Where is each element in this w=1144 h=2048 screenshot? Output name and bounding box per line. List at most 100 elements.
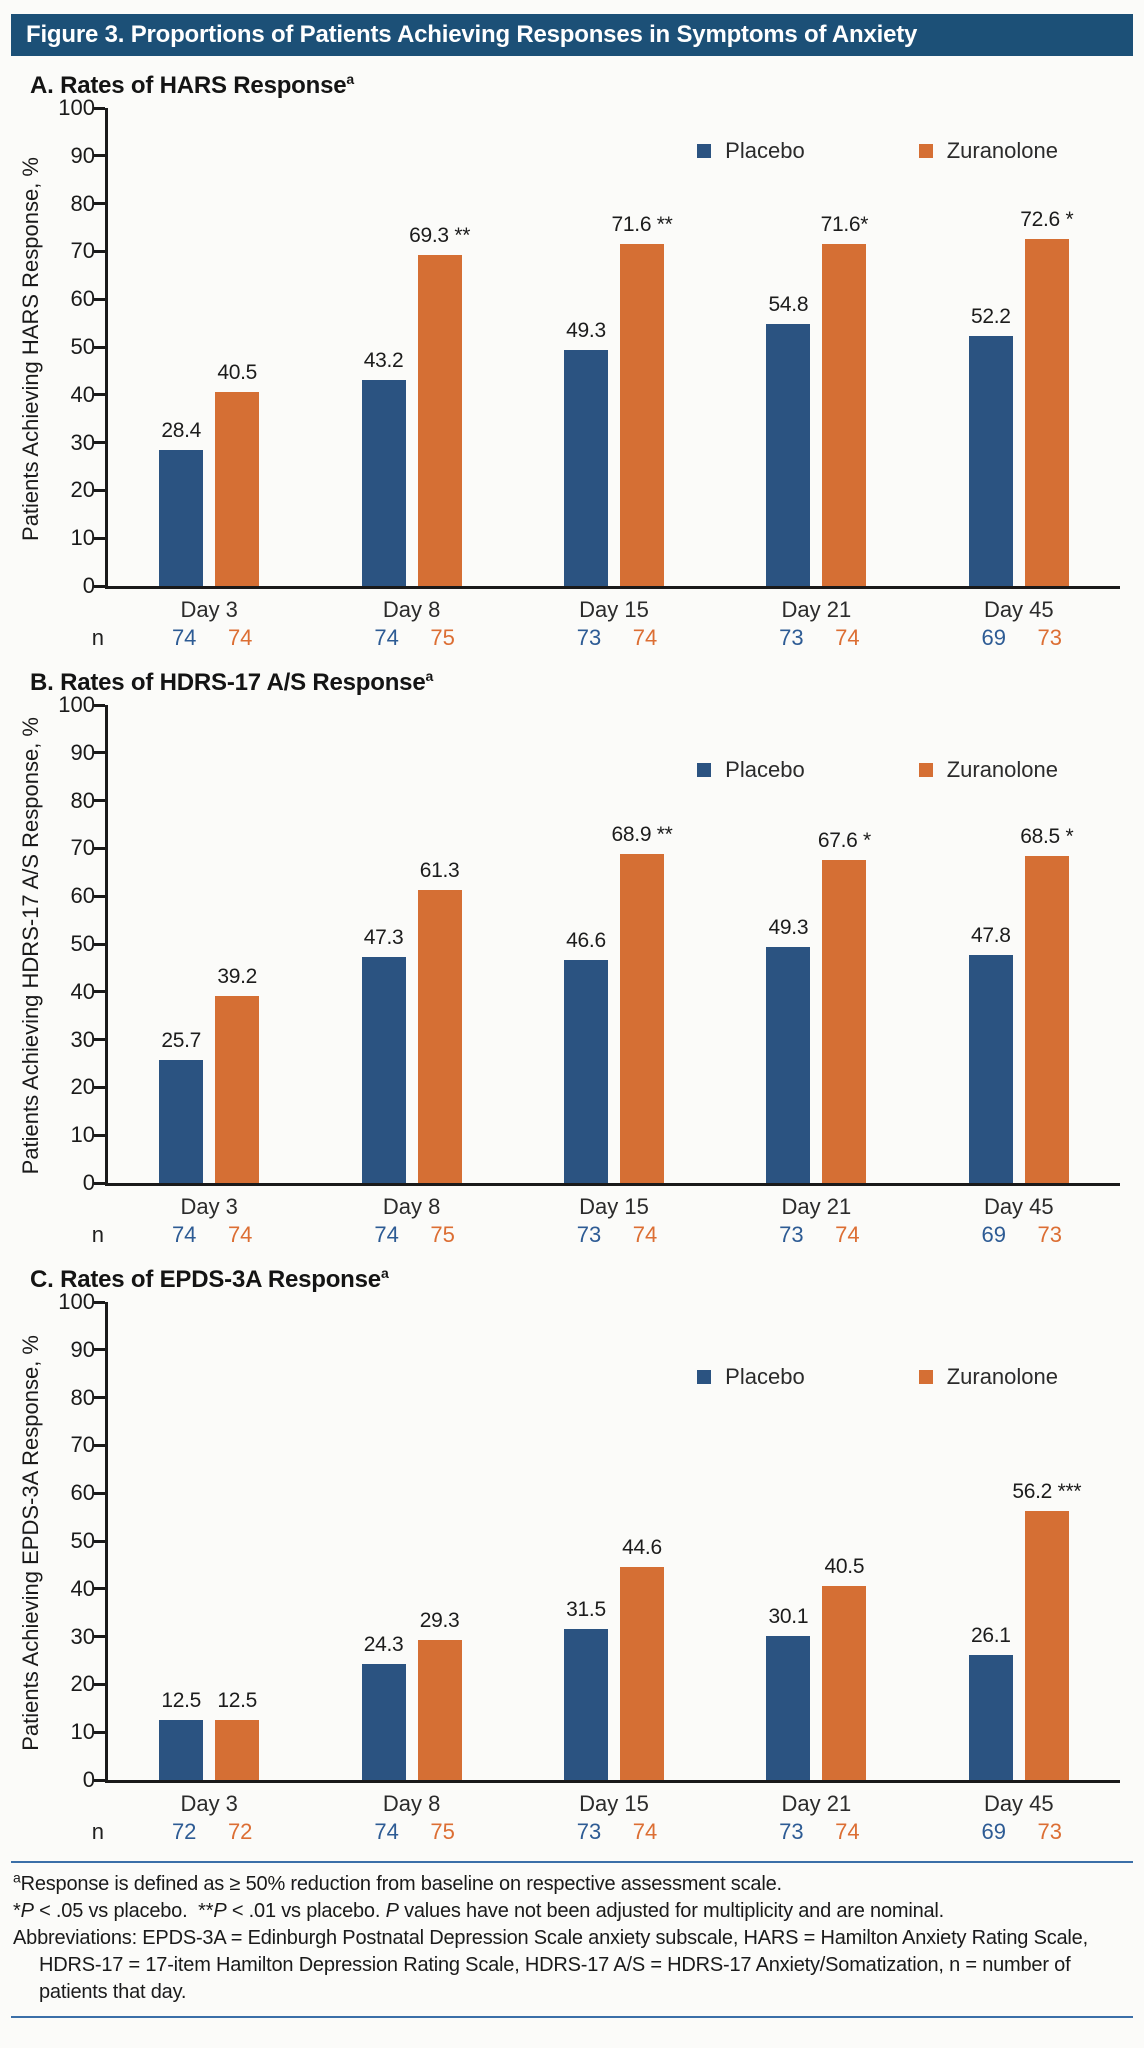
bar-value-label-day-3: 28.4	[161, 419, 202, 443]
y-tick-label: 80	[70, 190, 95, 216]
chart-c-title: C. Rates of EPDS-3A Responsea	[30, 1266, 1133, 1294]
spacer	[11, 1220, 51, 1250]
zuranolone-n-day-3: 74	[227, 1222, 253, 1247]
placebo-swatch-icon	[697, 144, 712, 158]
chart-a-footnote-marker: a	[346, 71, 354, 87]
placebo-bar-day-15	[564, 960, 608, 1183]
zuranolone-n-day-21: 74	[835, 1819, 860, 1844]
bar-value-label-day-45: 72.6 *	[1020, 207, 1074, 231]
bar-value-label-day-21: 40.5	[824, 1555, 865, 1579]
placebo-n-day-45: 69	[981, 1819, 1007, 1844]
chart-b-title: B. Rates of HDRS-17 A/S Responsea	[30, 669, 1133, 697]
y-tick-mark	[94, 1491, 105, 1495]
legend-placebo-label: Placebo	[725, 138, 805, 163]
legend-zuranolone-label: Zuranolone	[946, 1364, 1058, 1389]
y-tick-mark	[94, 1635, 105, 1639]
bar-value-label-day-45: 68.5 *	[1020, 824, 1074, 848]
footnote-response-text: Response is defined as ≥ 50% reduction f…	[20, 1873, 782, 1895]
y-tick-mark	[94, 1348, 105, 1352]
zuranolone-n-day-21: 74	[835, 625, 860, 650]
y-tick-mark	[94, 942, 105, 946]
chart-a-plot-area: Placebo Zuranolone 28.4 40.5 43.2 69.3 ** 49…	[94, 106, 1120, 589]
zuranolone-bar-day-45	[1024, 855, 1069, 1183]
placebo-bar-day-8	[361, 379, 406, 586]
zuranolone-n-day-8: 75	[430, 625, 455, 650]
placebo-bar-day-8	[361, 956, 406, 1183]
chart-b-title-text: B. Rates of HDRS-17 A/S Response	[30, 669, 426, 696]
y-tick-label: 10	[70, 1122, 95, 1148]
x-axis-label-day-3: Day 3	[180, 1791, 238, 1816]
x-axis-label-day-21: Day 21	[781, 597, 852, 622]
chart-a-x-axis-labels: Day 3 Day 8 Day 15 Day 21 Day 45	[108, 589, 1120, 623]
y-tick-mark	[94, 1181, 105, 1185]
bar-value-label-day-8: 29.3	[419, 1608, 460, 1632]
y-tick-mark	[94, 249, 105, 253]
chart-c-n-row-wrap: n 72 72 74 75 73 74 73 74 69 73	[11, 1817, 1120, 1847]
y-tick-mark	[94, 393, 105, 397]
placebo-swatch-icon	[697, 763, 712, 777]
y-tick-label: 40	[70, 978, 95, 1004]
zuranolone-bar-day-21	[822, 243, 867, 586]
bar-value-label-day-8: 61.3	[419, 859, 460, 882]
y-tick-mark	[94, 1038, 105, 1042]
spacer	[51, 1186, 108, 1220]
zuranolone-swatch-icon	[918, 763, 933, 777]
zuranolone-bar-day-15	[620, 853, 664, 1183]
zuranolone-bar-day-15	[620, 1566, 664, 1780]
y-tick-label: 10	[70, 525, 95, 551]
footnote-response-definition: aResponse is defined as ≥ 50% reduction …	[13, 1869, 1131, 1898]
y-tick-label: 70	[70, 238, 95, 264]
chart-b-legend: Placebo Zuranolone	[697, 757, 1058, 783]
zuranolone-bar-day-8	[417, 1639, 462, 1780]
chart-b: Patients Achieving HDRS-17 A/S Response,…	[11, 692, 1120, 1195]
y-tick-mark	[94, 1587, 105, 1591]
chart-a-title-text: A. Rates of HARS Response	[30, 72, 347, 99]
y-tick-label: 60	[70, 1480, 95, 1506]
footnote-block: aResponse is defined as ≥ 50% reduction …	[11, 1861, 1133, 2018]
y-tick-label: 0	[82, 1767, 95, 1792]
chart-section-epds: C. Rates of EPDS-3A Responsea Patients A…	[11, 1266, 1133, 1847]
y-tick-mark	[94, 1443, 105, 1447]
y-tick-mark	[94, 488, 105, 492]
placebo-n-day-21: 73	[779, 625, 804, 650]
y-tick-label: 90	[70, 142, 95, 168]
placebo-bar-day-15	[564, 1629, 608, 1780]
chart-b-ylabel-col: Patients Achieving HDRS-17 A/S Response,…	[11, 705, 51, 1186]
y-tick-label: 40	[70, 1575, 95, 1601]
bar-value-label-day-21: 30.1	[768, 1605, 809, 1629]
x-axis-label-day-45: Day 45	[983, 1194, 1054, 1219]
placebo-bar-day-3	[159, 1720, 204, 1780]
bar-value-label-day-8: 24.3	[363, 1632, 404, 1656]
chart-a: Patients Achieving HARS Response, % 0 10 2…	[11, 95, 1120, 598]
y-tick-label: 70	[70, 1432, 95, 1458]
placebo-bar-day-45	[968, 1655, 1013, 1780]
zuranolone-bar-day-8	[417, 890, 462, 1183]
placebo-n-day-3: 74	[171, 1222, 197, 1247]
spacer	[11, 589, 51, 623]
zuranolone-n-day-8: 75	[430, 1819, 455, 1844]
bar-value-label-day-15: 31.5	[566, 1598, 606, 1622]
chart-c-footnote-marker: a	[380, 1265, 389, 1281]
chart-a-ylabel-col: Patients Achieving HARS Response, %	[11, 108, 51, 589]
y-tick-label: 20	[70, 1074, 95, 1100]
y-tick-label: 20	[70, 477, 95, 503]
bar-value-label-day-8: 69.3 **	[409, 223, 471, 247]
bar-value-label-day-3: 40.5	[217, 361, 258, 385]
placebo-bar-day-3	[159, 450, 204, 586]
y-tick-label: 0	[82, 573, 95, 598]
footnote-marker: a	[13, 1869, 21, 1886]
x-axis-label-day-45: Day 45	[983, 1791, 1054, 1816]
placebo-n-day-3: 72	[171, 1819, 197, 1844]
chart-c-ylabel-col: Patients Achieving EPDS-3A Response, %	[11, 1302, 51, 1783]
footnote-p-italic: P	[20, 1900, 34, 1922]
y-tick-mark	[94, 1085, 105, 1089]
footnote-p-italic: P	[385, 1900, 399, 1922]
y-tick-label: 80	[70, 787, 95, 813]
placebo-n-day-8: 74	[374, 1222, 399, 1247]
chart-c-legend: Placebo Zuranolone	[697, 1364, 1058, 1390]
chart-b-n-label: n	[91, 1222, 104, 1247]
placebo-n-day-15: 73	[576, 625, 602, 650]
bar-value-label-day-3: 39.2	[217, 964, 258, 988]
bar-value-label-day-45: 56.2 ***	[1012, 1480, 1082, 1504]
footnote-significance: *P < .05 vs placebo. **P < .01 vs placeb…	[13, 1898, 1131, 1925]
